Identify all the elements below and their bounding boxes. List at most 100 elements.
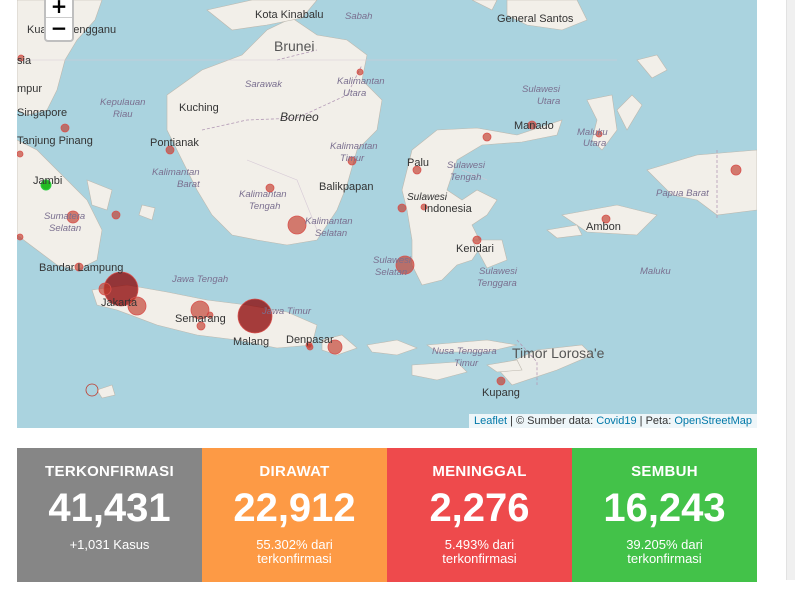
label-tanjung-pinang: Tanjung Pinang: [17, 135, 93, 147]
label-kalimantan-selatan-1: Kalimantan: [305, 216, 353, 227]
label-pontianak: Pontianak: [150, 137, 199, 149]
label-sumatera-selatan-2: Selatan: [49, 223, 81, 234]
zoom-control: + −: [44, 0, 74, 42]
covid-map[interactable]: Kota Kinabalu General Santos Kuala Teren…: [17, 0, 757, 428]
stat-label: DIRAWAT: [259, 463, 330, 480]
label-kepulauan-riau-1: Kepulauan: [100, 97, 145, 108]
label-sulawesi-utara-1: Sulawesi: [522, 84, 561, 95]
label-jambi: Jambi: [33, 175, 62, 187]
stat-sub-line: terkonfirmasi: [442, 551, 517, 566]
label-sulawesi-utara-2: Utara: [537, 96, 560, 107]
stat-sub-line: terkonfirmasi: [257, 551, 332, 566]
label-sarawak: Sarawak: [245, 79, 283, 90]
label-kalimantan-barat-1: Kalimantan: [152, 167, 200, 178]
stat-label: SEMBUH: [631, 463, 698, 480]
stat-card-sembuh: SEMBUH 16,243 39.205% dari terkonfirmasi: [572, 448, 757, 582]
bubble-bali: [327, 339, 343, 355]
stat-label: MENINGGAL: [432, 463, 527, 480]
bubble-yogyakarta: [196, 321, 206, 331]
label-sumatera-selatan-1: Sumatera: [44, 211, 85, 222]
stat-sub-line: 55.302% dari: [256, 537, 333, 552]
leaflet-link[interactable]: Leaflet: [473, 415, 507, 427]
land-malay-peninsula: [17, 0, 103, 116]
label-brunei: Brunei: [274, 38, 314, 54]
page-scrollbar[interactable]: [786, 0, 795, 580]
stat-sub-line: 5.493% dari: [444, 537, 515, 552]
label-jawa-timur: Jawa Timur: [261, 306, 312, 317]
bubble-jawa-barat: [127, 296, 147, 316]
source-prefix: | © Sumber data:: [510, 415, 594, 427]
label-maluku: Maluku: [640, 266, 671, 277]
stat-card-meninggal: MENINGGAL 2,276 5.493% dari terkonfirmas…: [387, 448, 572, 582]
stat-sub: 55.302% dari terkonfirmasi: [202, 538, 387, 566]
label-jakarta: Jakarta: [101, 297, 138, 309]
land-halmahera: [586, 94, 618, 151]
stat-value: 16,243: [603, 486, 726, 530]
stat-sub-line: 39.205% dari: [626, 537, 703, 552]
stat-sub-line: +1,031 Kasus: [69, 537, 150, 552]
label-kota-kinabalu: Kota Kinabalu: [255, 9, 324, 21]
label-singapore: Singapore: [17, 107, 67, 119]
label-sulawesi-tenggara-1: Sulawesi: [479, 266, 518, 277]
label-kalimantan-utara-2: Utara: [343, 88, 366, 99]
stat-sub: +1,031 Kasus: [17, 538, 202, 552]
label-maluku-utara-2: Utara: [583, 138, 606, 149]
label-sabah: Sabah: [345, 11, 372, 22]
bubble-jambi: [40, 179, 52, 191]
openstreetmap-link[interactable]: OpenStreetMap: [674, 415, 752, 427]
label-kalimantan-selatan-2: Selatan: [315, 228, 347, 239]
label-general-santos: General Santos: [497, 13, 574, 25]
zoom-out-button[interactable]: −: [50, 16, 68, 40]
covid19-link[interactable]: Covid19: [596, 415, 637, 427]
label-ntt-2: Timur: [454, 358, 479, 369]
label-malaysia-edge: sia: [17, 55, 32, 67]
bubble-kalimantan-selatan: [287, 215, 307, 235]
label-kalimantan-tengah-1: Kalimantan: [239, 189, 287, 200]
label-sulawesi-tengah-2: Tengah: [450, 172, 481, 183]
label-jawa-tengah: Jawa Tengah: [171, 274, 228, 285]
label-indonesia: Indonesia: [424, 203, 473, 215]
label-denpasar: Denpasar: [286, 334, 334, 346]
stat-card-terkonfirmasi: TERKONFIRMASI 41,431 +1,031 Kasus: [17, 448, 202, 582]
stat-value: 41,431: [48, 486, 171, 530]
label-manado: Manado: [514, 120, 554, 132]
label-kalimantan-timur-2: Timur: [340, 153, 365, 164]
stat-label: TERKONFIRMASI: [45, 463, 174, 480]
zoom-in-button[interactable]: +: [46, 0, 72, 18]
stat-value: 22,912: [233, 486, 356, 530]
label-sulawesi: Sulawesi: [407, 192, 448, 203]
label-kalimantan-timur-1: Kalimantan: [330, 141, 378, 152]
stat-sub: 5.493% dari terkonfirmasi: [387, 538, 572, 566]
bubble-sulawesi-selatan: [395, 255, 415, 275]
label-ambon: Ambon: [586, 221, 621, 233]
label-malang: Malang: [233, 336, 269, 348]
label-sulawesi-selatan-2: Selatan: [375, 267, 407, 278]
land-borneo: [166, 17, 383, 246]
stat-sub: 39.205% dari terkonfirmasi: [572, 538, 757, 566]
bubble-banten: [98, 282, 112, 296]
label-sulawesi-tenggara-2: Tenggara: [477, 278, 517, 289]
stat-sub-line: terkonfirmasi: [627, 551, 702, 566]
bubble-sumatera-selatan: [66, 210, 80, 224]
label-balikpapan: Balikpapan: [319, 181, 373, 193]
label-borneo: Borneo: [280, 110, 319, 124]
map-tiles: Kota Kinabalu General Santos Kuala Teren…: [17, 0, 757, 399]
map-prefix: | Peta:: [639, 415, 672, 427]
label-kuching: Kuching: [179, 102, 219, 114]
stat-value: 2,276: [429, 486, 530, 530]
bubble-jawa-tengah: [190, 300, 210, 320]
label-kalimantan-tengah-2: Tengah: [249, 201, 280, 212]
label-kupang: Kupang: [482, 387, 520, 399]
label-kendari: Kendari: [456, 243, 494, 255]
label-bandar-lampung: Bandar Lampung: [39, 262, 123, 274]
bubble-jawa-timur: [237, 298, 273, 334]
label-sulawesi-tengah-1: Sulawesi: [447, 160, 486, 171]
label-kepulauan-riau-2: Riau: [113, 109, 133, 120]
label-semarang: Semarang: [175, 313, 226, 325]
label-maluku-utara-1: Maluku: [577, 127, 608, 138]
stats-panel: TERKONFIRMASI 41,431 +1,031 Kasus DIRAWA…: [17, 448, 757, 582]
label-sulawesi-selatan-1: Sulawesi: [373, 255, 412, 266]
label-kalimantan-barat-2: Barat: [177, 179, 200, 190]
stat-card-dirawat: DIRAWAT 22,912 55.302% dari terkonfirmas…: [202, 448, 387, 582]
label-kuala-lumpur-edge: mpur: [17, 83, 42, 95]
